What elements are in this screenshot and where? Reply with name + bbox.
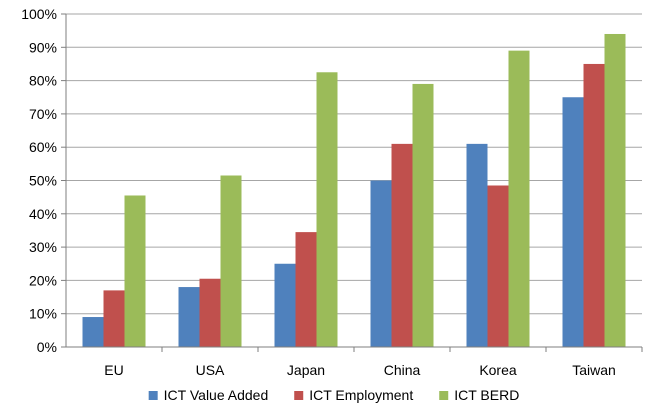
bars xyxy=(82,33,626,348)
bar-ict-berd-usa xyxy=(220,175,242,347)
y-tick-label: 10% xyxy=(29,306,57,322)
x-tick-label: USA xyxy=(196,362,225,378)
bar-ict-employment-eu xyxy=(103,290,125,347)
bar-ict-berd-taiwan xyxy=(604,33,626,347)
bar-ict-value-added-usa xyxy=(178,287,200,347)
gridlines xyxy=(66,13,642,315)
x-tick-label: Japan xyxy=(287,362,325,378)
y-tick-label: 20% xyxy=(29,272,57,288)
bar-ict-berd-eu xyxy=(124,195,146,347)
bar-ict-berd-korea xyxy=(508,50,530,347)
legend-item: ICT BERD xyxy=(439,387,519,403)
legend-swatch xyxy=(148,391,158,400)
bar-ict-berd-japan xyxy=(316,72,338,348)
x-axis-tick-labels: EU USA Japan China Korea Taiwan xyxy=(104,362,616,378)
x-tick-label: China xyxy=(384,362,421,378)
y-tick-label: 0% xyxy=(37,339,57,355)
legend-label: ICT BERD xyxy=(454,387,519,403)
legend-swatch xyxy=(439,391,449,400)
legend-label: ICT Value Added xyxy=(164,387,269,403)
bar-ict-employment-usa xyxy=(199,278,221,347)
y-tick-label: 60% xyxy=(29,139,57,155)
legend-item: ICT Value Added xyxy=(148,387,269,403)
axes xyxy=(61,13,643,352)
bar-ict-value-added-taiwan xyxy=(562,97,584,347)
bar-ict-employment-japan xyxy=(295,232,317,347)
bar-ict-employment-korea xyxy=(487,185,509,347)
legend-swatch xyxy=(294,391,304,400)
y-tick-label: 90% xyxy=(29,39,57,55)
x-tick-label: Korea xyxy=(479,362,517,378)
y-tick-label: 40% xyxy=(29,206,57,222)
x-tick-label: EU xyxy=(104,362,123,378)
legend-label: ICT Employment xyxy=(309,387,413,403)
bar-ict-value-added-china xyxy=(370,180,392,347)
bar-ict-value-added-korea xyxy=(466,143,488,347)
y-tick-label: 50% xyxy=(29,173,57,189)
y-tick-label: 70% xyxy=(29,106,57,122)
x-tick-label: Taiwan xyxy=(572,362,616,378)
y-tick-label: 30% xyxy=(29,239,57,255)
legend-item: ICT Employment xyxy=(294,387,413,403)
y-axis-tick-labels: 0% 10% 20% 30% 40% 50% 60% 70% 80% 90% 100% xyxy=(21,6,57,355)
bar-ict-berd-china xyxy=(412,83,434,348)
legend: ICT Value Added ICT Employment ICT BERD xyxy=(148,387,519,403)
bar-ict-employment-taiwan xyxy=(583,63,605,347)
bar-ict-value-added-eu xyxy=(82,317,104,347)
y-tick-label: 80% xyxy=(29,73,57,89)
y-tick-label: 100% xyxy=(21,6,57,22)
bar-ict-value-added-japan xyxy=(274,263,296,347)
bar-ict-employment-china xyxy=(391,143,413,347)
